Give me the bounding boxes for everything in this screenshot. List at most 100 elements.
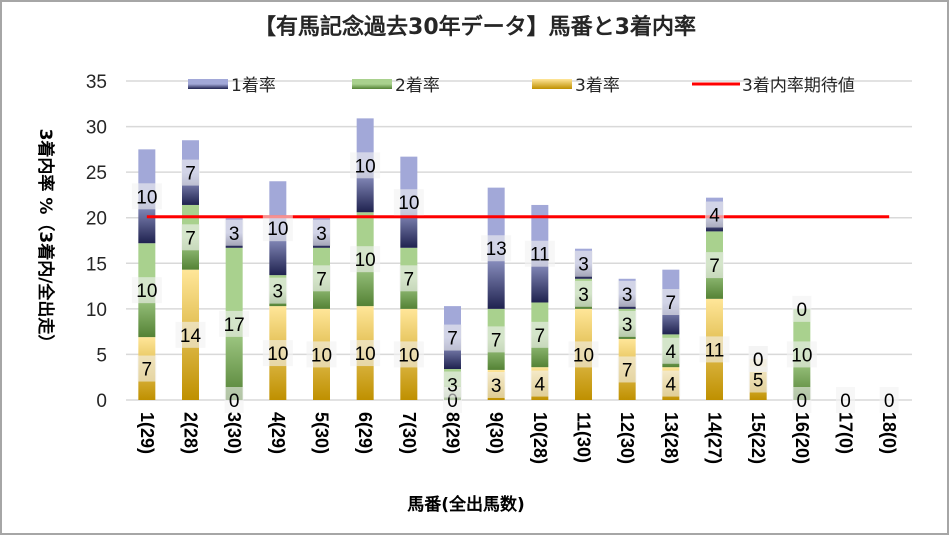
data-label: 10 — [136, 187, 157, 208]
data-label: 13 — [486, 239, 507, 260]
x-axis-label: 馬番(全出馬数) — [407, 494, 525, 515]
data-label: 7 — [709, 256, 720, 277]
y-tick-label: 10 — [86, 300, 107, 321]
data-label-bg — [481, 235, 512, 262]
legend-swatch-2着率 — [352, 79, 392, 89]
data-label-bg — [530, 370, 550, 397]
x-tick-label: 14(27) — [705, 412, 725, 464]
data-label: 7 — [316, 269, 327, 290]
data-label-bg — [792, 295, 812, 322]
data-label: 0 — [840, 391, 851, 412]
data-label: 3 — [491, 376, 502, 397]
data-label-bg — [617, 356, 637, 383]
data-label: 5 — [753, 370, 764, 391]
data-label: 10 — [267, 219, 288, 240]
x-tick-label: 18(0) — [879, 412, 899, 454]
data-label: 4 — [535, 375, 546, 396]
data-label-bg — [786, 341, 817, 368]
data-label-bg — [879, 387, 899, 413]
data-label: 4 — [666, 342, 677, 363]
data-label: 3 — [578, 255, 589, 276]
x-tick-label: 3(30) — [224, 412, 244, 454]
legend-label-expected: 3着内率期待値 — [742, 76, 855, 96]
data-label: 7 — [404, 269, 415, 290]
x-tick-label: 12(30) — [617, 412, 637, 464]
data-label-bg — [524, 240, 555, 267]
data-label-bg — [443, 324, 462, 351]
data-label: 0 — [447, 391, 458, 412]
data-label: 3 — [316, 224, 327, 245]
data-label: 3 — [622, 315, 633, 336]
data-label: 7 — [185, 164, 196, 185]
data-label: 14 — [180, 326, 202, 347]
x-tick-label: 17(0) — [836, 412, 856, 454]
x-tick-label: 16(20) — [792, 412, 812, 464]
data-label: 3 — [622, 285, 633, 306]
data-label-bg — [181, 159, 200, 186]
data-label: 10 — [791, 345, 812, 366]
data-label-bg — [312, 265, 331, 292]
x-tick-label: 1(29) — [137, 412, 157, 454]
data-label-bg — [137, 355, 157, 382]
data-label-bg — [393, 189, 424, 216]
data-label: 7 — [535, 326, 546, 347]
legend-label-2着率: 2着率 — [395, 76, 440, 96]
data-label: 11 — [705, 340, 725, 361]
data-label: 0 — [753, 350, 764, 371]
data-label-bg — [661, 370, 681, 397]
data-label-bg — [661, 289, 681, 316]
x-tick-label: 15(22) — [748, 412, 768, 464]
data-labels: 7101014770173103101073101010107100373713… — [131, 152, 899, 413]
legend-swatch-1着率 — [188, 79, 228, 89]
data-label: 10 — [573, 345, 594, 366]
data-label: 10 — [355, 156, 376, 177]
data-label: 17 — [224, 315, 245, 336]
data-label: 7 — [622, 360, 633, 381]
data-label-bg — [350, 340, 381, 367]
data-label-bg — [175, 321, 206, 348]
data-label-bg — [393, 341, 424, 368]
x-tick-label: 10(28) — [530, 412, 550, 464]
y-tick-label: 35 — [86, 72, 107, 93]
data-label: 0 — [797, 300, 808, 321]
data-label: 3 — [447, 376, 458, 397]
data-label-bg — [486, 326, 506, 353]
chart-title: 【有馬記念過去30年データ】馬番と3着内率 — [254, 14, 696, 40]
data-label: 0 — [884, 391, 895, 412]
data-label-bg — [617, 280, 637, 307]
data-label-bg — [699, 336, 730, 363]
data-label-bg — [399, 265, 419, 292]
data-label: 3 — [578, 285, 589, 306]
x-tick-label: 6(29) — [355, 412, 375, 454]
x-tick-label: 13(28) — [661, 412, 681, 464]
data-label-bg — [262, 215, 293, 242]
data-label-bg — [574, 250, 593, 277]
x-tick-label: 2(28) — [181, 412, 201, 454]
x-tick-label: 11(30) — [574, 412, 594, 463]
data-label-bg — [350, 246, 381, 273]
y-axis-label: 3着内率 %（3着内/全出走） — [35, 129, 56, 352]
y-tick-label: 20 — [86, 209, 107, 230]
x-tick-label: 9(30) — [486, 412, 506, 454]
data-label-bg — [486, 371, 506, 398]
data-label-bg — [181, 224, 200, 251]
data-label-bg — [568, 341, 599, 368]
data-label-bg — [306, 341, 337, 368]
data-label: 10 — [267, 344, 288, 365]
data-label: 7 — [666, 293, 677, 314]
data-label-bg — [661, 337, 681, 364]
data-label-bg — [350, 152, 381, 179]
data-label-bg — [705, 201, 724, 228]
data-label-bg — [268, 277, 288, 304]
data-label: 10 — [355, 250, 376, 271]
x-tick-label: 5(30) — [312, 412, 332, 454]
data-label: 4 — [709, 206, 720, 227]
x-tick-label: 4(29) — [268, 412, 288, 454]
data-label: 7 — [142, 360, 153, 381]
data-label-bg — [443, 371, 462, 398]
data-label-bg — [617, 310, 637, 337]
legend: 1着率 2着率 3着率 3着内率期待値 — [188, 76, 855, 96]
data-label-bg — [131, 183, 162, 210]
data-label: 10 — [311, 345, 332, 366]
